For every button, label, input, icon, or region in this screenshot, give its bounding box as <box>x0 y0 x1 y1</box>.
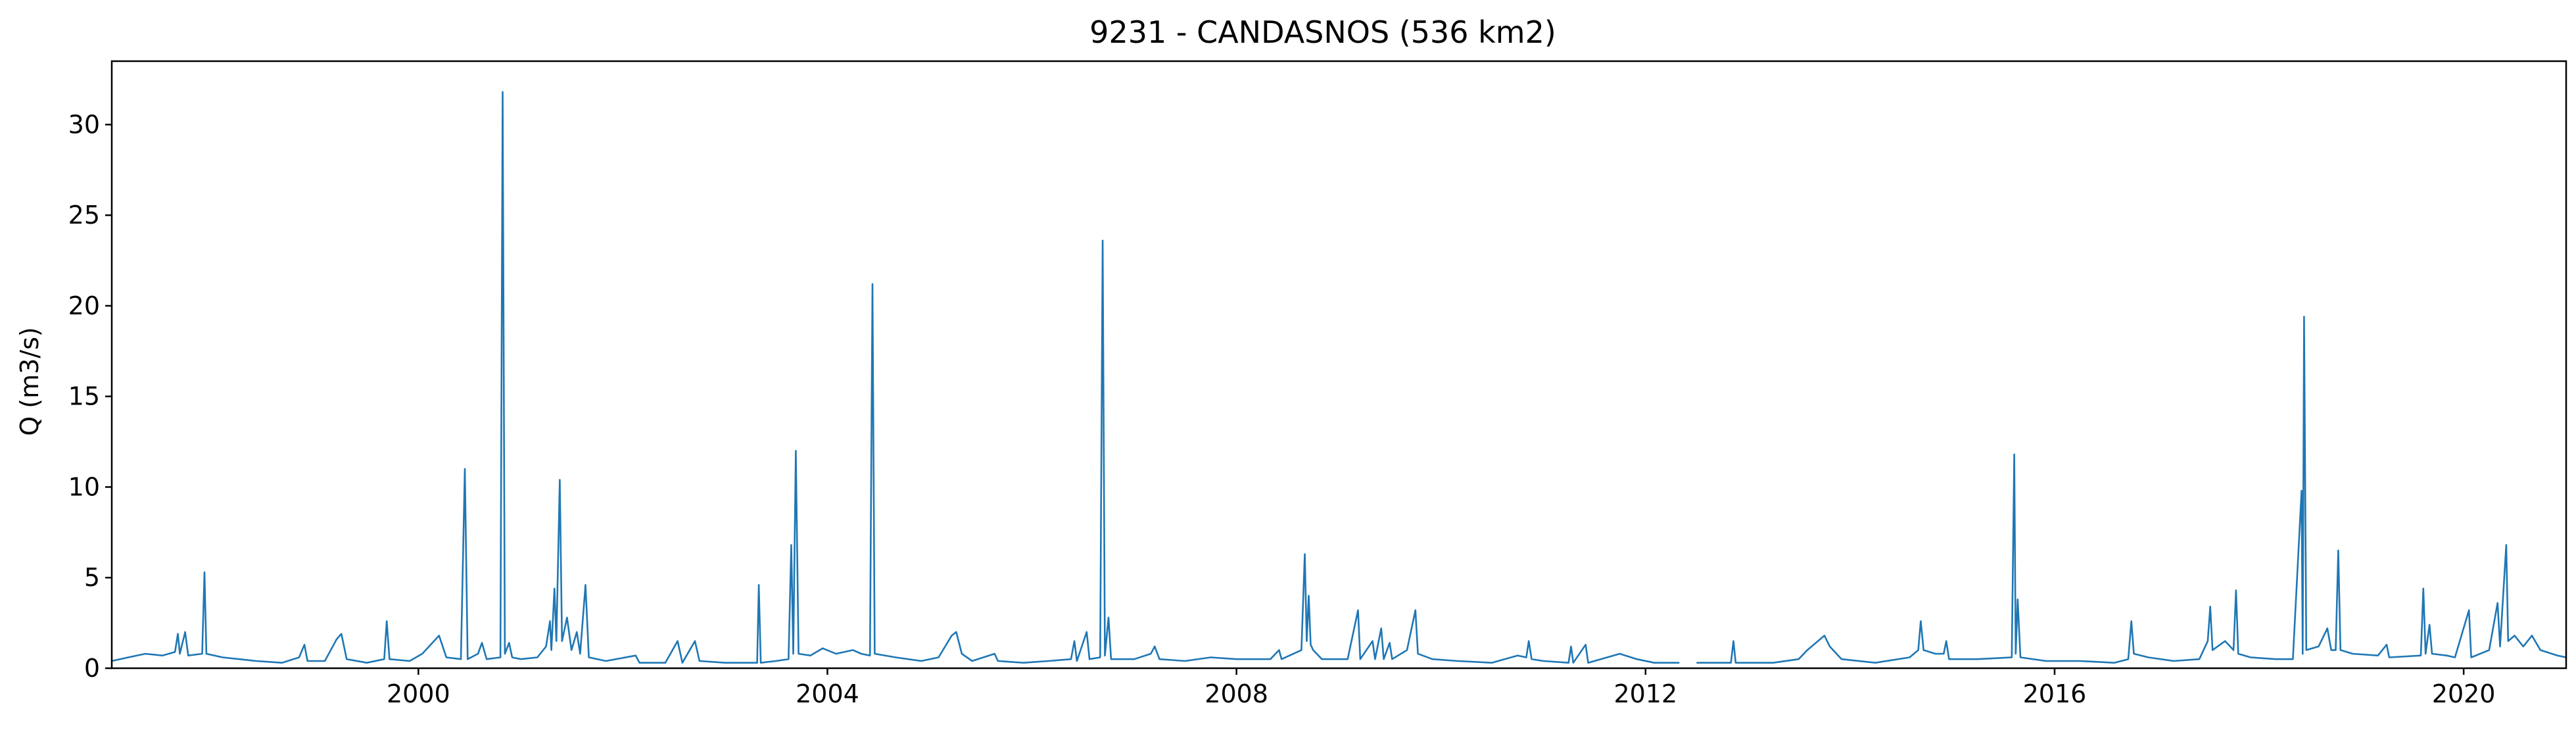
y-tick-label-0: 0 <box>84 654 100 683</box>
chart-title: 9231 - CANDASNOS (536 km2) <box>1089 14 1556 50</box>
y-tick-label-15: 15 <box>68 382 100 411</box>
y-tick-label-10: 10 <box>68 472 100 501</box>
x-axis: 2000 2004 2008 2012 2016 2020 <box>387 668 2496 708</box>
x-tick-label-2012: 2012 <box>1613 679 1677 708</box>
y-axis: 0 5 10 15 20 25 30 <box>68 110 112 683</box>
x-tick-label-2004: 2004 <box>796 679 859 708</box>
x-tick-label-2008: 2008 <box>1205 679 1268 708</box>
x-tick-label-2000: 2000 <box>387 679 450 708</box>
x-tick-label-2016: 2016 <box>2023 679 2087 708</box>
y-tick-label-25: 25 <box>68 201 100 230</box>
y-axis-label: Q (m3/s) <box>15 327 44 435</box>
plot-area <box>111 91 2567 664</box>
x-tick-label-2020: 2020 <box>2432 679 2496 708</box>
y-tick-label-30: 30 <box>68 110 100 139</box>
series-line-0 <box>111 91 2567 664</box>
y-tick-label-20: 20 <box>68 291 100 320</box>
y-tick-label-5: 5 <box>84 563 100 592</box>
plot-frame <box>110 60 2567 670</box>
